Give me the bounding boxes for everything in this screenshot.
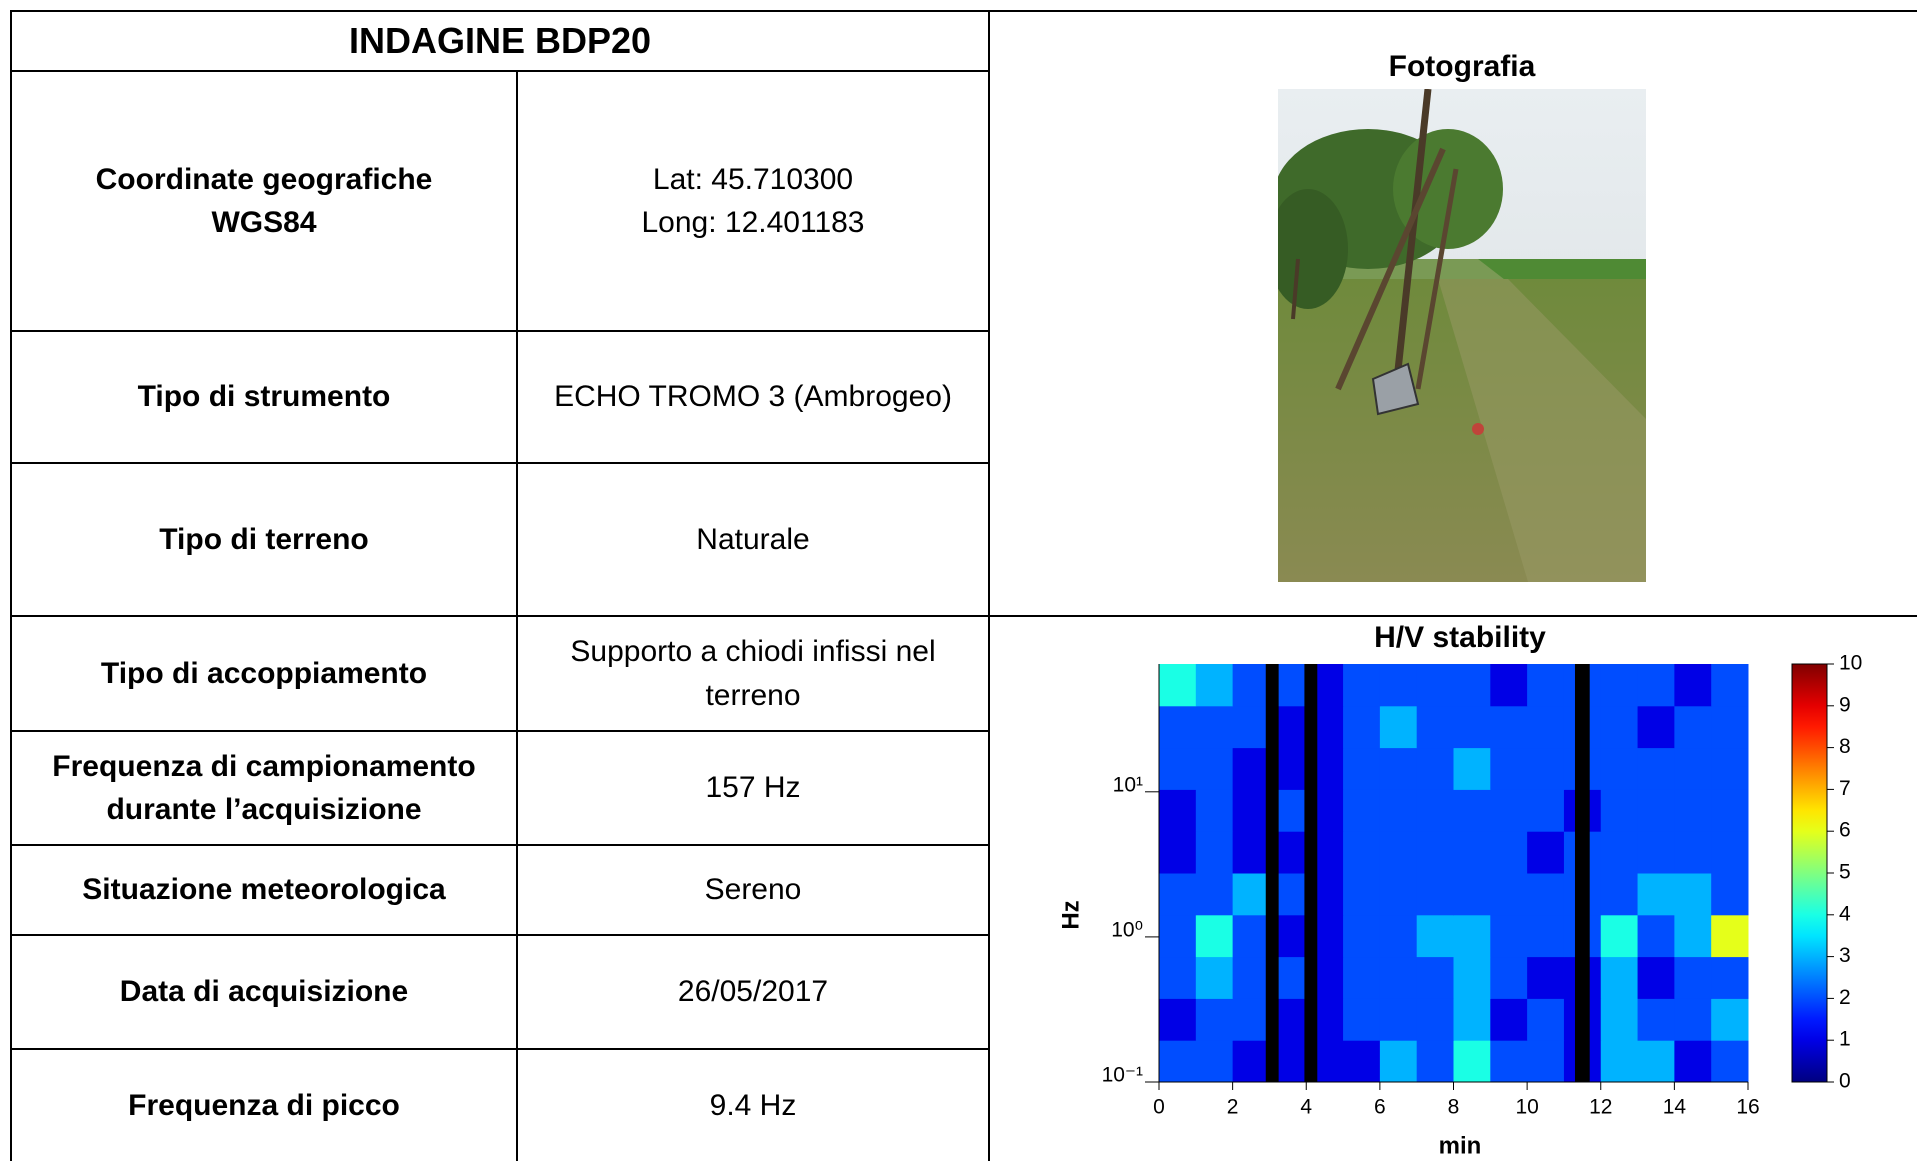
row-value: Naturale	[516, 462, 990, 617]
photo	[1278, 89, 1646, 582]
row-value: 9.4 Hz	[516, 1048, 990, 1161]
table-title: INDAGINE BDP20	[10, 10, 990, 72]
row-value: Lat: 45.710300 Long: 12.401183	[516, 70, 990, 332]
row-label: Tipo di strumento	[10, 330, 518, 464]
chart-cell	[988, 615, 1917, 1161]
row-value: Supporto a chiodi infissi nel terreno	[516, 615, 990, 732]
row-value: Sereno	[516, 844, 990, 936]
row-label: Data di acquisizione	[10, 934, 518, 1050]
row-label: Tipo di accoppiamento	[10, 615, 518, 732]
table-row: Coordinate geografiche WGS84 Lat: 45.7103…	[10, 70, 1917, 332]
row-label: Situazione meteorologica	[10, 844, 518, 936]
row-value: 157 Hz	[516, 730, 990, 846]
row-value: ECHO TROMO 3 (Ambrogeo)	[516, 330, 990, 464]
row-label: Coordinate geografiche WGS84	[10, 70, 518, 332]
photo-title: Fotografia	[1388, 50, 1536, 83]
row-label: Tipo di terreno	[10, 462, 518, 617]
table-row: Tipo di terreno Naturale	[10, 462, 1917, 617]
table-row: Situazione meteorologica Sereno	[10, 844, 1917, 936]
table-row: Frequenza di campionamento durante l’acq…	[10, 730, 1917, 846]
table-row: Tipo di accoppiamento Supporto a chiodi i…	[10, 615, 1917, 1161]
row-label: Frequenza di campionamento durante l’acq…	[10, 730, 518, 846]
table-row: Tipo di strumento ECHO TROMO 3 (Ambrogeo)	[10, 330, 1917, 464]
table-row: Frequenza di picco 9.4 Hz	[10, 1048, 1917, 1161]
row-value: 26/05/2017	[516, 934, 990, 1050]
row-label: Frequenza di picco	[10, 1048, 518, 1161]
table-row: Data di acquisizione 26/05/2017	[10, 934, 1917, 1050]
